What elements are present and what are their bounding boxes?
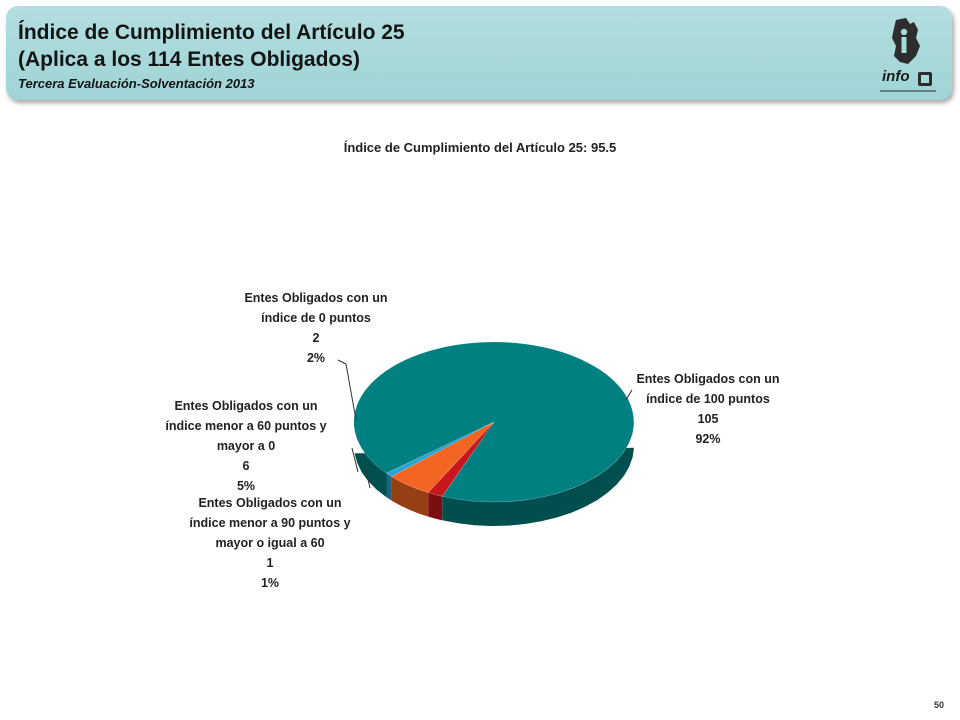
slice-label: índice menor a 60 puntos y bbox=[165, 419, 326, 433]
pie-top bbox=[353, 341, 635, 503]
data-label: Entes Obligados con un índice de 100 punt… bbox=[625, 372, 780, 446]
slice-percent: 92% bbox=[695, 432, 720, 446]
chart-title: Índice de Cumplimiento del Artículo 25: … bbox=[343, 140, 617, 155]
slice-label: índice de 0 puntos bbox=[261, 311, 371, 325]
df-mark-icon bbox=[918, 72, 932, 86]
slide-header: Índice de Cumplimiento del Artículo 25 (… bbox=[6, 6, 952, 100]
data-label: Entes Obligados con un índice menor a 60 … bbox=[165, 399, 359, 493]
logo-text: info bbox=[882, 68, 910, 85]
leader-line bbox=[351, 447, 359, 473]
slice-value: 6 bbox=[243, 459, 250, 473]
pie-slice-side bbox=[428, 492, 443, 521]
pie-slice bbox=[390, 421, 495, 493]
slice-label: mayor a 0 bbox=[217, 439, 275, 453]
slice-label: índice menor a 90 puntos y bbox=[189, 516, 350, 530]
slide-subtitle: Tercera Evaluación-Solventación 2013 bbox=[18, 76, 255, 91]
slice-label: Entes Obligados con un bbox=[244, 291, 387, 305]
leader-line bbox=[337, 359, 357, 421]
slice-percent: 1% bbox=[261, 576, 279, 590]
slice-label: índice de 100 puntos bbox=[646, 392, 770, 406]
slide-title-line1: Índice de Cumplimiento del Artículo 25 bbox=[18, 21, 405, 44]
infodf-logo: info bbox=[874, 16, 940, 96]
pie-slice-side bbox=[386, 473, 392, 501]
pie-slice-side bbox=[391, 476, 429, 517]
slice-percent: 2% bbox=[307, 351, 325, 365]
map-icon bbox=[892, 18, 920, 64]
pie-slice bbox=[385, 421, 495, 477]
slice-label: Entes Obligados con un bbox=[174, 399, 317, 413]
slice-label: Entes Obligados con un bbox=[636, 372, 779, 386]
page-number: 50 bbox=[933, 700, 944, 710]
logo-tagline-line bbox=[880, 90, 936, 92]
slice-percent: 5% bbox=[237, 479, 255, 493]
slice-label: Entes Obligados con un bbox=[198, 496, 341, 510]
data-label: Entes Obligados con un índice de 0 puntos… bbox=[244, 291, 388, 421]
pie-slice bbox=[353, 341, 635, 503]
slice-value: 105 bbox=[698, 412, 719, 426]
pie-slice bbox=[427, 421, 495, 497]
data-label: Entes Obligados con un índice menor a 90 … bbox=[189, 469, 371, 590]
leader-line bbox=[625, 389, 633, 401]
leader-line bbox=[365, 469, 371, 489]
slide-title-line2: (Aplica a los 114 Entes Obligados) bbox=[18, 48, 360, 71]
slice-value: 2 bbox=[313, 331, 320, 345]
slice-label: mayor o igual a 60 bbox=[215, 536, 324, 550]
slice-value: 1 bbox=[267, 556, 274, 570]
